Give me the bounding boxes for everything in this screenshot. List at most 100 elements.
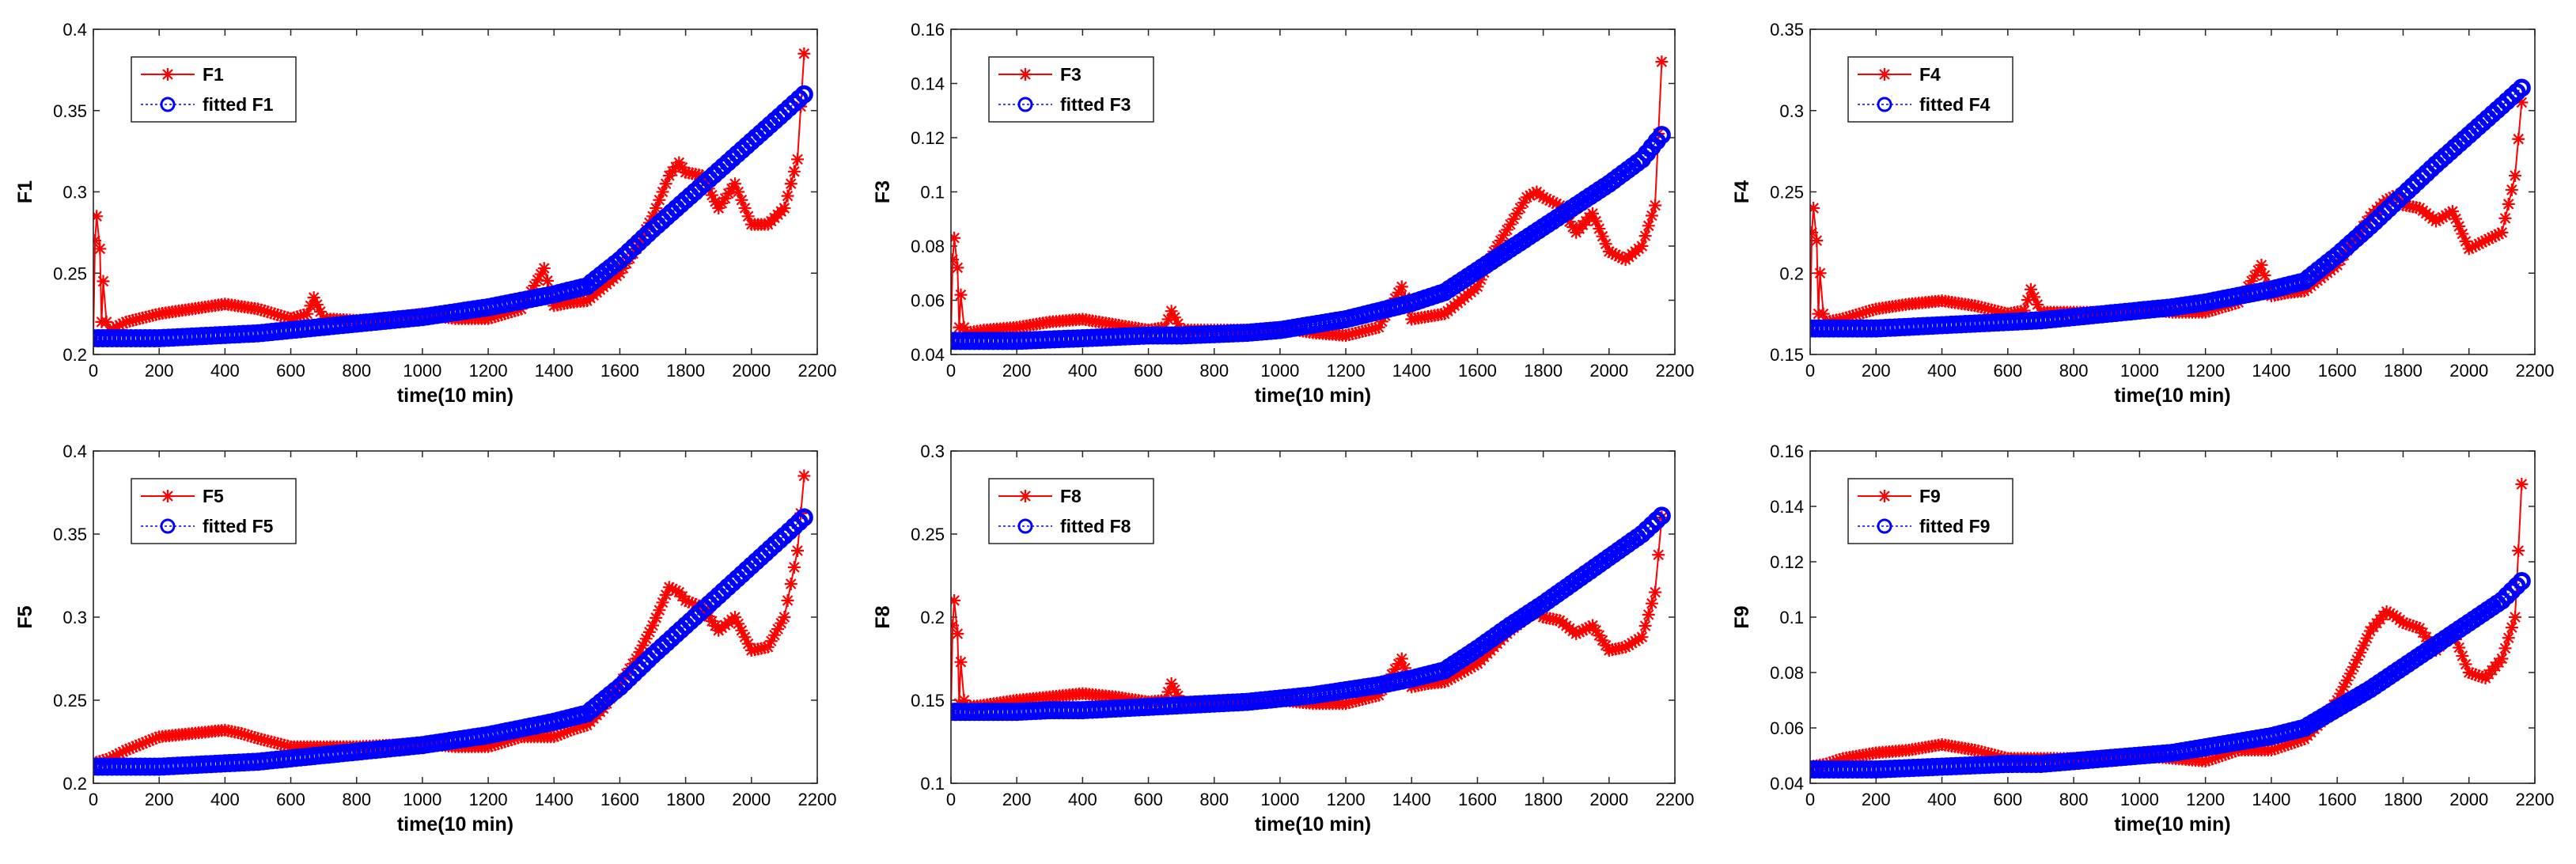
data-point [1543,194,1556,207]
x-tick-label: 2200 [2516,790,2555,809]
data-point [1599,237,1612,251]
legend-marker [1877,518,1892,534]
data-point [2031,297,2044,311]
data-point [702,610,715,623]
series-fitted-f4 [1810,78,2531,338]
y-tick-label: 0.25 [911,525,945,544]
x-tick-label: 600 [1993,361,2022,381]
data-point [957,320,971,334]
data-point [551,729,564,742]
data-point [787,561,801,574]
data-point [1847,309,1860,323]
data-point [1161,313,1175,326]
data-point [2436,210,2449,224]
data-point [791,544,805,557]
series-fitted-f9 [1810,572,2531,779]
legend-label: F8 [1060,486,1082,506]
data-point [2495,652,2509,665]
legend-marker [1017,518,1033,534]
data-point [110,748,123,762]
data-point [482,740,495,753]
data-point [2334,687,2347,700]
data-point [2462,242,2476,256]
data-point [2017,304,2031,317]
data-point [2445,205,2459,218]
data-point [2360,631,2373,645]
chart-panel-f8: 0 200 400 600 800 1000 1200 1400 1600 1800 2000 220… [872,441,1694,836]
data-point [2340,673,2354,687]
data-point [2512,544,2525,557]
data-point [2498,642,2512,655]
x-tick-label: 800 [342,790,371,809]
data-point [2492,227,2506,241]
x-tick-label: 200 [1862,790,1891,809]
data-point [1454,666,1468,680]
y-tick-label: 0.4 [63,20,87,40]
x-tick-label: 1800 [666,790,705,809]
data-point [2222,747,2235,760]
data-point [93,210,104,223]
data-point [301,307,314,320]
data-point [705,188,718,202]
data-point [2469,668,2483,681]
data-point [729,177,742,191]
data-point [505,305,518,319]
data-point [1471,280,1484,294]
series-fitted-f3 [951,126,1671,351]
x-tick-label: 600 [1134,790,1163,809]
axes-box [1809,28,2536,355]
series-fitted-f5 [93,508,813,776]
data-point [1866,303,1880,316]
data-point [1527,187,1540,200]
data-point [672,156,686,169]
data-point [1392,657,1405,671]
data-point [537,262,551,275]
legend-marker [161,490,174,502]
x-tick-label: 1400 [535,790,574,809]
data-point [666,582,679,596]
legend-label: F1 [203,64,224,85]
data-point [2456,227,2469,241]
data-point [2288,736,2301,749]
y-tick-label: 0.1 [1779,608,1804,627]
x-tick-label: 800 [2059,790,2089,809]
data-point [778,611,791,623]
data-point [613,267,627,280]
data-point [1494,234,1507,248]
x-tick-label: 1400 [1392,361,1431,381]
data-point [1395,280,1408,294]
data-point [2465,667,2479,680]
data-point [775,616,788,630]
data-point [1388,662,1402,676]
data-point [957,694,971,707]
y-tick-label: 0.25 [53,691,87,711]
data-point [659,177,672,191]
data-point [764,635,778,648]
data-point [1576,623,1589,637]
y-tick-label: 0.15 [1770,345,1804,365]
x-tick-label: 2000 [1589,790,1628,809]
y-axis-label: F3 [872,180,894,203]
data-point [1622,639,1635,652]
data-point [1599,639,1612,652]
y-tick-label: 0.04 [911,345,945,365]
x-tick-label: 1200 [2186,361,2225,381]
x-tick-label: 1800 [1524,790,1563,809]
x-tick-label: 1600 [2318,790,2357,809]
data-point [1500,223,1513,237]
data-point [1165,677,1178,690]
data-point [650,611,663,624]
legend-box [988,56,1154,123]
data-point [2343,667,2357,680]
data-point [93,242,107,256]
data-point [290,310,304,324]
data-point [482,312,495,325]
data-point [2502,631,2515,645]
data-point [2439,209,2453,222]
data-point [2453,220,2466,233]
y-tick-label: 0.3 [1779,101,1804,121]
y-tick-label: 0.16 [911,20,945,40]
legend-marker [160,518,176,534]
data-point [1474,273,1487,286]
